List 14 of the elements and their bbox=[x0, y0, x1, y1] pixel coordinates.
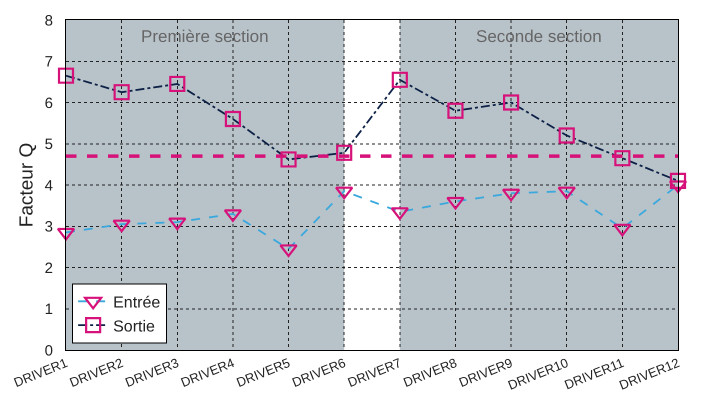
y-tick-label: 5 bbox=[44, 136, 53, 153]
legend-label: Sortie bbox=[113, 318, 156, 336]
y-tick-label: 3 bbox=[44, 218, 53, 236]
band-label: Seconde section bbox=[476, 27, 602, 46]
y-tick-label: 0 bbox=[44, 342, 53, 360]
y-axis-title: Facteur Q bbox=[16, 142, 38, 228]
y-tick-label: 4 bbox=[44, 177, 53, 194]
legend-label: Entrée bbox=[113, 294, 160, 312]
band-label: Première section bbox=[141, 27, 269, 46]
y-tick-label: 2 bbox=[44, 260, 53, 277]
y-tick-label: 8 bbox=[44, 12, 53, 30]
y-tick-label: 1 bbox=[44, 301, 53, 318]
y-tick-label: 7 bbox=[44, 54, 53, 70]
y-tick-label: 6 bbox=[44, 94, 53, 112]
